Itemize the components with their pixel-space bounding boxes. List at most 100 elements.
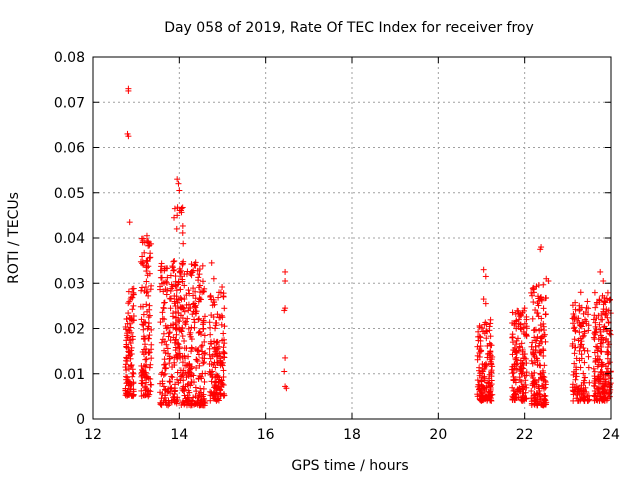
data-point <box>147 254 154 261</box>
data-point <box>141 341 148 348</box>
data-point <box>196 373 203 380</box>
data-point <box>176 345 183 352</box>
data-point <box>529 292 536 299</box>
data-point <box>543 294 550 301</box>
data-point <box>541 392 548 399</box>
data-point <box>482 300 489 307</box>
data-point <box>474 356 481 363</box>
data-point <box>200 391 207 398</box>
data-point <box>514 335 521 342</box>
data-point <box>143 301 150 308</box>
data-point <box>576 347 583 354</box>
data-point <box>197 400 204 407</box>
data-point <box>181 392 188 399</box>
data-point <box>126 298 133 305</box>
data-point <box>605 360 612 367</box>
data-point <box>165 402 172 409</box>
data-point <box>172 387 179 394</box>
data-point <box>528 357 535 364</box>
data-point <box>591 393 598 400</box>
data-point <box>192 393 199 400</box>
data-point <box>169 264 176 271</box>
x-tick-label: 12 <box>84 427 102 443</box>
data-point <box>174 204 181 211</box>
data-point <box>206 319 213 326</box>
data-point <box>184 268 191 275</box>
data-point <box>169 263 176 270</box>
data-point <box>159 380 166 387</box>
data-point <box>597 332 604 339</box>
data-point <box>196 362 203 369</box>
data-point <box>130 313 137 320</box>
data-point <box>179 222 186 229</box>
data-point <box>129 369 136 376</box>
data-point <box>159 336 166 343</box>
data-point <box>208 378 215 385</box>
data-point <box>143 232 150 239</box>
data-point <box>172 278 179 285</box>
data-point <box>143 278 150 285</box>
data-point <box>517 357 524 364</box>
y-tick-label: 0.04 <box>54 231 85 247</box>
data-point <box>122 364 129 371</box>
data-point <box>129 373 136 380</box>
data-point <box>213 390 220 397</box>
data-point <box>529 339 536 346</box>
data-point <box>538 382 545 389</box>
data-point <box>122 323 129 330</box>
data-point <box>191 324 198 331</box>
data-point <box>210 390 217 397</box>
data-point <box>477 343 484 350</box>
data-point <box>200 317 207 324</box>
data-point <box>518 397 525 404</box>
data-point <box>579 391 586 398</box>
data-point <box>145 292 152 299</box>
data-point <box>483 335 490 342</box>
data-point <box>181 337 188 344</box>
data-point <box>141 249 148 256</box>
data-point <box>536 327 543 334</box>
data-point <box>209 368 216 375</box>
data-point <box>594 353 601 360</box>
data-point <box>219 314 226 321</box>
data-point <box>478 382 485 389</box>
data-point <box>143 356 150 363</box>
data-point <box>143 264 150 271</box>
data-point <box>597 268 604 275</box>
data-point <box>518 383 525 390</box>
data-point <box>532 306 539 313</box>
data-point <box>602 381 609 388</box>
data-point <box>180 388 187 395</box>
data-point <box>176 187 183 194</box>
data-point <box>191 262 198 269</box>
data-point <box>192 302 199 309</box>
data-point <box>480 266 487 273</box>
data-point <box>522 389 529 396</box>
data-point <box>157 283 164 290</box>
data-point <box>542 311 549 318</box>
data-point <box>198 343 205 350</box>
data-point <box>178 305 185 312</box>
data-point <box>145 320 152 327</box>
data-point <box>212 381 219 388</box>
data-point <box>532 337 539 344</box>
data-point <box>210 275 217 282</box>
data-point <box>185 387 192 394</box>
data-point <box>207 331 214 338</box>
data-point <box>124 378 131 385</box>
data-point <box>209 353 216 360</box>
data-point <box>580 345 587 352</box>
data-point <box>193 388 200 395</box>
data-point <box>593 396 600 403</box>
data-point <box>591 392 598 399</box>
data-point <box>168 384 175 391</box>
data-point <box>595 336 602 343</box>
data-point <box>477 392 484 399</box>
data-point <box>148 355 155 362</box>
data-point <box>183 374 190 381</box>
data-point <box>195 284 202 291</box>
data-point <box>170 258 177 265</box>
data-point <box>509 331 516 338</box>
data-point <box>161 316 168 323</box>
data-point <box>125 87 132 94</box>
